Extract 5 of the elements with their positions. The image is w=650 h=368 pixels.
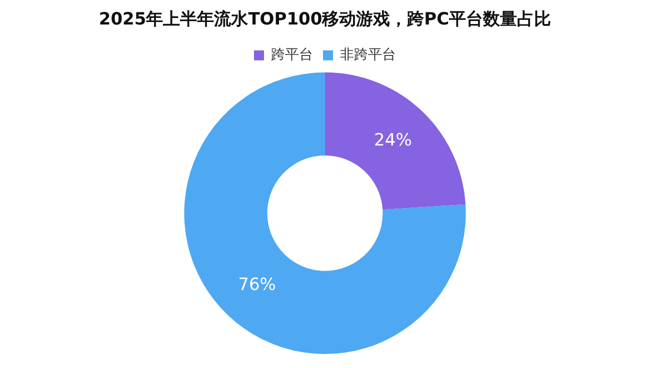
legend-label: 跨平台	[271, 47, 313, 64]
chart-title: 2025年上半年流水TOP100移动游戏，跨PC平台数量占比	[98, 10, 552, 30]
data-label: 24%	[374, 130, 412, 150]
legend-label: 非跨平台	[340, 47, 396, 64]
data-label: 76%	[238, 274, 276, 295]
